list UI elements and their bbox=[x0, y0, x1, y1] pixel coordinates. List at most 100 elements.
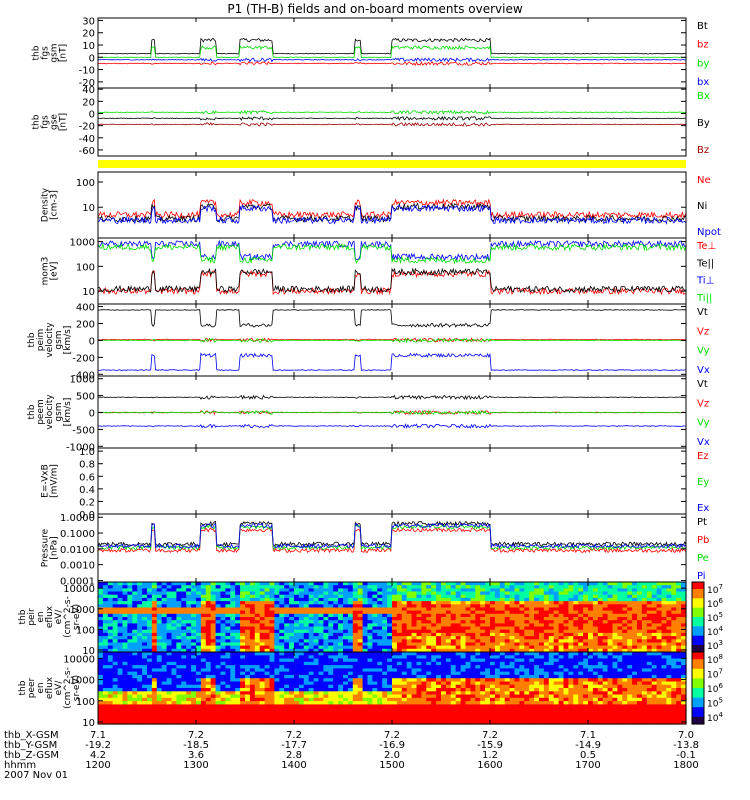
heatmap-cell bbox=[362, 658, 369, 663]
heatmap-cell bbox=[98, 694, 104, 699]
heatmap-cell bbox=[225, 623, 231, 628]
heatmap-cell bbox=[445, 632, 452, 637]
heatmap-cell bbox=[98, 717, 104, 722]
heatmap-cell bbox=[656, 626, 663, 631]
heatmap-cell bbox=[284, 636, 290, 640]
heatmap-cell bbox=[186, 674, 192, 679]
heatmap-cell bbox=[539, 617, 545, 621]
heatmap-cell bbox=[235, 697, 241, 702]
heatmap-cell bbox=[254, 658, 261, 663]
heatmap-cell bbox=[274, 694, 280, 699]
heatmap-cell bbox=[171, 668, 177, 673]
heatmap-cell bbox=[171, 674, 177, 679]
heatmap-cell bbox=[318, 684, 324, 689]
heatmap-cell bbox=[166, 632, 173, 637]
heatmap-cell bbox=[264, 588, 271, 593]
heatmap-cell bbox=[186, 714, 192, 719]
heatmap-cell bbox=[352, 594, 359, 599]
heatmap-cell bbox=[646, 610, 653, 615]
heatmap-cell bbox=[102, 597, 109, 602]
heatmap-cell bbox=[147, 694, 153, 699]
heatmap-cell bbox=[622, 639, 628, 644]
heatmap-cell bbox=[274, 720, 280, 725]
heatmap-cell bbox=[102, 678, 109, 683]
heatmap-cell bbox=[539, 632, 545, 637]
heatmap-cell bbox=[210, 674, 217, 679]
heatmap-cell bbox=[264, 684, 271, 689]
heatmap-cell bbox=[460, 707, 467, 712]
heatmap-cell bbox=[396, 607, 403, 612]
heatmap-cell bbox=[475, 591, 481, 596]
heatmap-cell bbox=[367, 585, 373, 589]
heatmap-cell bbox=[156, 688, 163, 692]
colorbar-cell bbox=[692, 586, 704, 590]
heatmap-cell bbox=[102, 610, 109, 615]
heatmap-cell bbox=[485, 626, 491, 631]
heatmap-cell bbox=[284, 652, 290, 656]
heatmap-cell bbox=[641, 601, 648, 605]
heatmap-cell bbox=[534, 626, 540, 631]
heatmap-cell bbox=[225, 617, 231, 621]
heatmap-cell bbox=[132, 617, 138, 621]
heatmap-cell bbox=[534, 601, 540, 605]
heatmap-cell bbox=[249, 636, 256, 640]
heatmap-cell bbox=[161, 610, 168, 615]
heatmap-cell bbox=[509, 648, 516, 653]
heatmap-cell bbox=[646, 642, 653, 647]
heatmap-cell bbox=[161, 623, 168, 628]
heatmap-cell bbox=[480, 668, 486, 673]
heatmap-cell bbox=[151, 594, 158, 599]
heatmap-cell bbox=[137, 658, 143, 663]
heatmap-cell bbox=[200, 655, 207, 660]
heatmap-cell bbox=[147, 626, 153, 631]
heatmap-cell bbox=[406, 636, 413, 640]
heatmap-cell bbox=[480, 632, 486, 637]
heatmap-cell bbox=[151, 597, 158, 602]
heatmap-cell bbox=[191, 655, 197, 660]
heatmap-cell bbox=[264, 582, 271, 586]
heatmap-cell bbox=[436, 671, 442, 676]
heatmap-cell bbox=[514, 710, 520, 715]
heatmap-cell bbox=[254, 610, 261, 615]
heatmap-cell bbox=[166, 601, 173, 605]
heatmap-cell bbox=[499, 636, 506, 640]
heatmap-cell bbox=[455, 674, 462, 679]
heatmap-cell bbox=[543, 604, 550, 609]
y-tick-label: 40 bbox=[82, 85, 95, 96]
heatmap-cell bbox=[181, 610, 187, 615]
heatmap-cell bbox=[514, 629, 520, 634]
heatmap-cell bbox=[656, 585, 663, 589]
y-tick-label: 10 bbox=[82, 41, 95, 52]
heatmap-cell bbox=[597, 585, 604, 589]
heatmap-cell bbox=[142, 694, 148, 699]
heatmap-cell bbox=[254, 720, 261, 725]
heatmap-cell bbox=[171, 597, 177, 602]
heatmap-cell bbox=[343, 585, 349, 589]
heatmap-cell bbox=[318, 632, 324, 637]
heatmap-cell bbox=[666, 639, 672, 644]
heatmap-cell bbox=[480, 601, 486, 605]
heatmap-cell bbox=[362, 707, 369, 712]
heatmap-cell bbox=[343, 607, 349, 612]
heatmap-cell bbox=[117, 601, 124, 605]
heatmap-cell bbox=[450, 601, 457, 605]
heatmap-cell bbox=[416, 688, 422, 692]
heatmap-cell bbox=[205, 678, 212, 683]
heatmap-cell bbox=[382, 681, 388, 686]
heatmap-cell bbox=[122, 623, 128, 628]
heatmap-cell bbox=[313, 585, 320, 589]
heatmap-cell bbox=[225, 597, 231, 602]
heatmap-cell bbox=[308, 597, 315, 602]
heatmap-cell bbox=[382, 714, 388, 719]
heatmap-cell bbox=[186, 597, 192, 602]
heatmap-cell bbox=[494, 661, 501, 666]
heatmap-cell bbox=[519, 601, 525, 605]
heatmap-cell bbox=[377, 707, 383, 712]
heatmap-cell bbox=[568, 648, 574, 653]
heatmap-cell bbox=[127, 658, 133, 663]
heatmap-cell bbox=[377, 648, 383, 653]
heatmap-cell bbox=[352, 604, 359, 609]
heatmap-cell bbox=[142, 678, 148, 683]
heatmap-cell bbox=[392, 632, 398, 637]
